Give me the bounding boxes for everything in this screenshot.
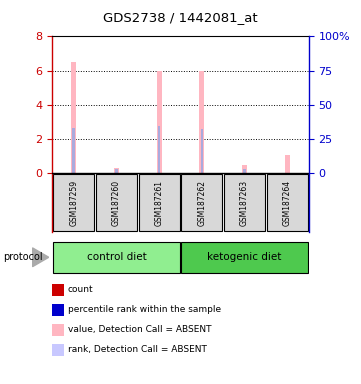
Text: rank, Detection Call = ABSENT: rank, Detection Call = ABSENT: [68, 345, 206, 354]
Text: ketogenic diet: ketogenic diet: [207, 252, 282, 262]
Text: control diet: control diet: [87, 252, 146, 262]
Bar: [199, 71, 204, 173]
Text: protocol: protocol: [4, 252, 43, 262]
Text: GSM187262: GSM187262: [197, 180, 206, 226]
Bar: [267, 174, 308, 232]
Bar: [157, 71, 162, 173]
Bar: [71, 62, 76, 173]
Bar: [114, 168, 119, 173]
Bar: [243, 169, 246, 173]
Text: GDS2738 / 1442081_at: GDS2738 / 1442081_at: [103, 11, 258, 24]
Bar: [285, 155, 290, 173]
Bar: [181, 242, 308, 273]
Text: GSM187260: GSM187260: [112, 180, 121, 226]
Bar: [181, 174, 222, 232]
Bar: [201, 129, 203, 173]
Bar: [73, 128, 75, 173]
Bar: [224, 174, 265, 232]
Text: value, Detection Call = ABSENT: value, Detection Call = ABSENT: [68, 325, 211, 334]
Text: GSM187264: GSM187264: [283, 180, 292, 226]
Bar: [242, 164, 247, 173]
Bar: [53, 174, 94, 232]
Text: GSM187261: GSM187261: [155, 180, 164, 226]
Text: GSM187259: GSM187259: [69, 180, 78, 226]
Bar: [53, 242, 180, 273]
Bar: [115, 169, 118, 173]
Polygon shape: [32, 248, 49, 266]
Bar: [158, 126, 160, 173]
Text: percentile rank within the sample: percentile rank within the sample: [68, 305, 221, 314]
Text: GSM187263: GSM187263: [240, 180, 249, 226]
Bar: [139, 174, 180, 232]
Bar: [96, 174, 137, 232]
Text: count: count: [68, 285, 93, 295]
